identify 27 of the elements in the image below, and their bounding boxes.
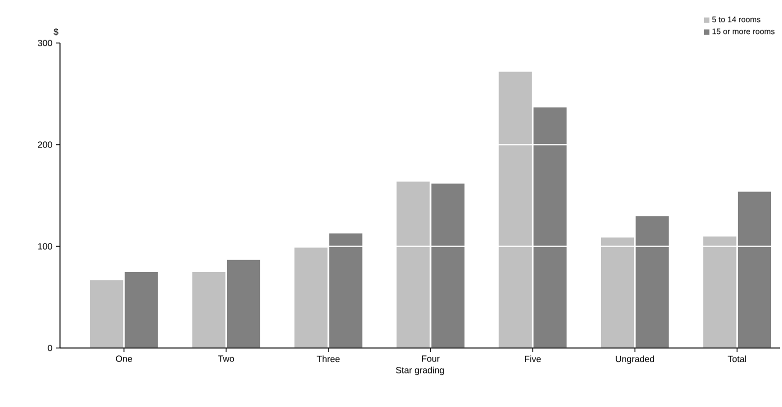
x-axis-title: Star grading <box>396 366 444 376</box>
y-tick-label: 300 <box>38 40 52 46</box>
bar <box>737 191 772 348</box>
x-tick-label: Three <box>316 356 340 362</box>
y-tick-label: 100 <box>38 243 52 250</box>
y-axis-title: $ <box>54 28 58 36</box>
bar <box>702 236 737 348</box>
y-tick-label: 0 <box>48 344 52 352</box>
bar <box>600 236 635 348</box>
bar <box>294 247 328 348</box>
x-tick-label: Four <box>422 356 440 362</box>
bar <box>89 280 124 348</box>
bar <box>328 232 363 348</box>
bar <box>498 71 532 348</box>
bar <box>635 216 670 348</box>
bar <box>533 107 567 348</box>
x-tick-label: One <box>116 356 132 362</box>
bar <box>124 271 159 348</box>
bar <box>430 182 466 348</box>
x-tick-label: Total <box>728 356 746 362</box>
x-tick-label: Ungraded <box>616 356 654 364</box>
x-tick-label: Five <box>524 356 541 362</box>
bar <box>396 180 430 348</box>
bar <box>226 259 261 348</box>
x-tick-label: Two <box>218 356 234 362</box>
bar <box>192 271 226 348</box>
y-tick-label: 200 <box>38 141 52 148</box>
